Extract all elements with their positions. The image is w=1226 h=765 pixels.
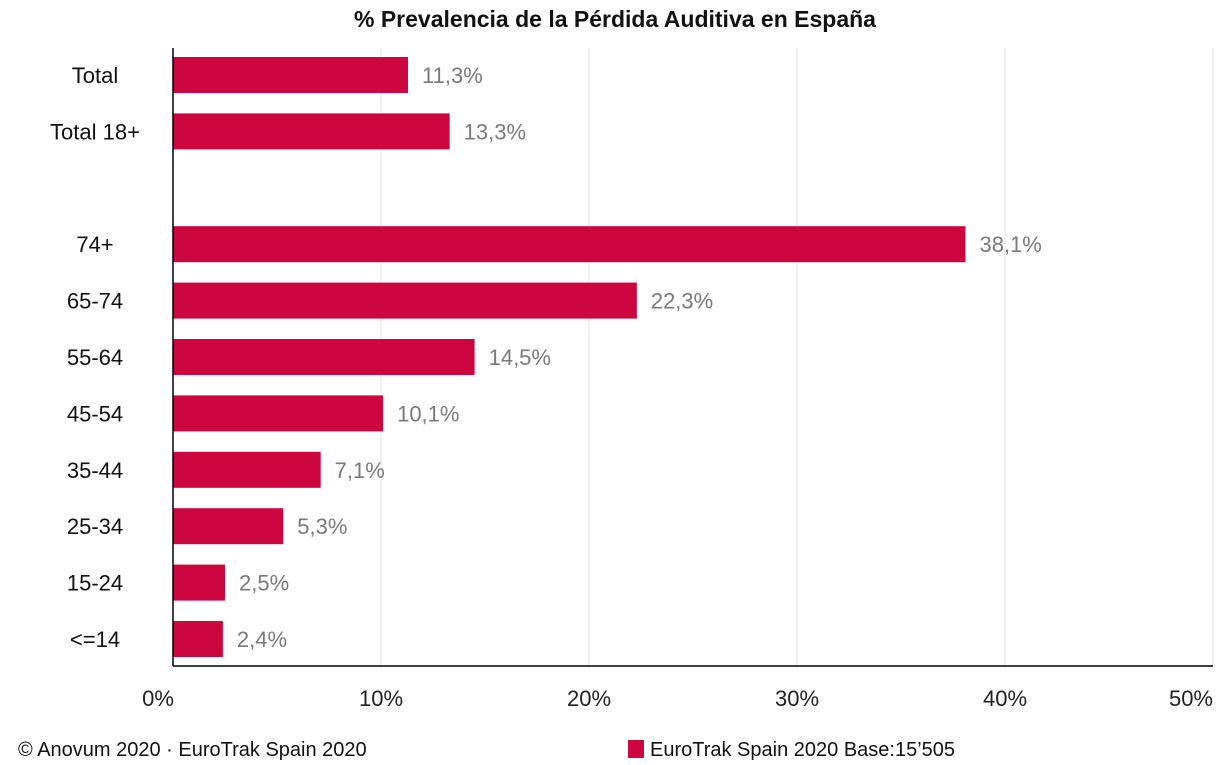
category-label: <=14 [70, 627, 120, 652]
value-label: 22,3% [651, 289, 713, 314]
legend-swatch [628, 740, 644, 758]
legend-label: EuroTrak Spain 2020 Base:15’505 [650, 739, 955, 761]
x-axis-ticks: 0% 10% 20% 30% 40% 50% [142, 686, 1213, 711]
category-label: 25-34 [67, 514, 123, 539]
bar [173, 508, 284, 545]
source-credit: © Anovum 2020 · EuroTrak Spain 2020 [18, 739, 367, 761]
category-label: Total 18+ [50, 119, 140, 144]
bar [173, 395, 384, 432]
category-label: 55-64 [67, 345, 123, 370]
x-tick-label: 0% [142, 686, 174, 711]
x-tick-label: 50% [1169, 686, 1213, 711]
value-label: 7,1% [335, 458, 385, 483]
bar [173, 226, 966, 263]
x-tick-label: 20% [567, 686, 611, 711]
value-label: 13,3% [464, 119, 526, 144]
bar [173, 57, 409, 93]
category-labels: Total Total 18+ 74+ 65-74 55-64 45-54 35-44 25-… [50, 63, 140, 652]
value-label: 11,3% [422, 63, 483, 88]
category-label: 45-54 [67, 401, 123, 426]
bars [173, 57, 966, 657]
bar [173, 451, 321, 488]
chart-title: % Prevalencia de la Pérdida Auditiva en … [354, 6, 876, 32]
bar [173, 113, 450, 150]
bar [173, 621, 223, 657]
bar [173, 339, 475, 375]
grid-lines [380, 48, 1214, 666]
category-label: 65-74 [67, 289, 123, 314]
bar [173, 564, 225, 601]
category-label: 35-44 [67, 458, 123, 483]
value-label: 38,1% [979, 232, 1041, 257]
value-label: 14,5% [489, 345, 551, 370]
value-label: 5,3% [297, 514, 347, 539]
bar [173, 282, 637, 319]
x-tick-label: 10% [359, 686, 403, 711]
value-label: 2,4% [237, 627, 287, 652]
value-labels: 11,3% 13,3% 38,1% 22,3% 14,5% 10,1% 7,1% 5,3% 2,… [237, 63, 1042, 652]
x-tick-label: 30% [775, 686, 819, 711]
category-label: 74+ [76, 232, 113, 257]
x-tick-label: 40% [983, 686, 1027, 711]
category-label: 15-24 [67, 571, 123, 596]
value-label: 10,1% [397, 401, 459, 426]
category-label: Total [72, 63, 118, 88]
value-label: 2,5% [239, 571, 289, 596]
